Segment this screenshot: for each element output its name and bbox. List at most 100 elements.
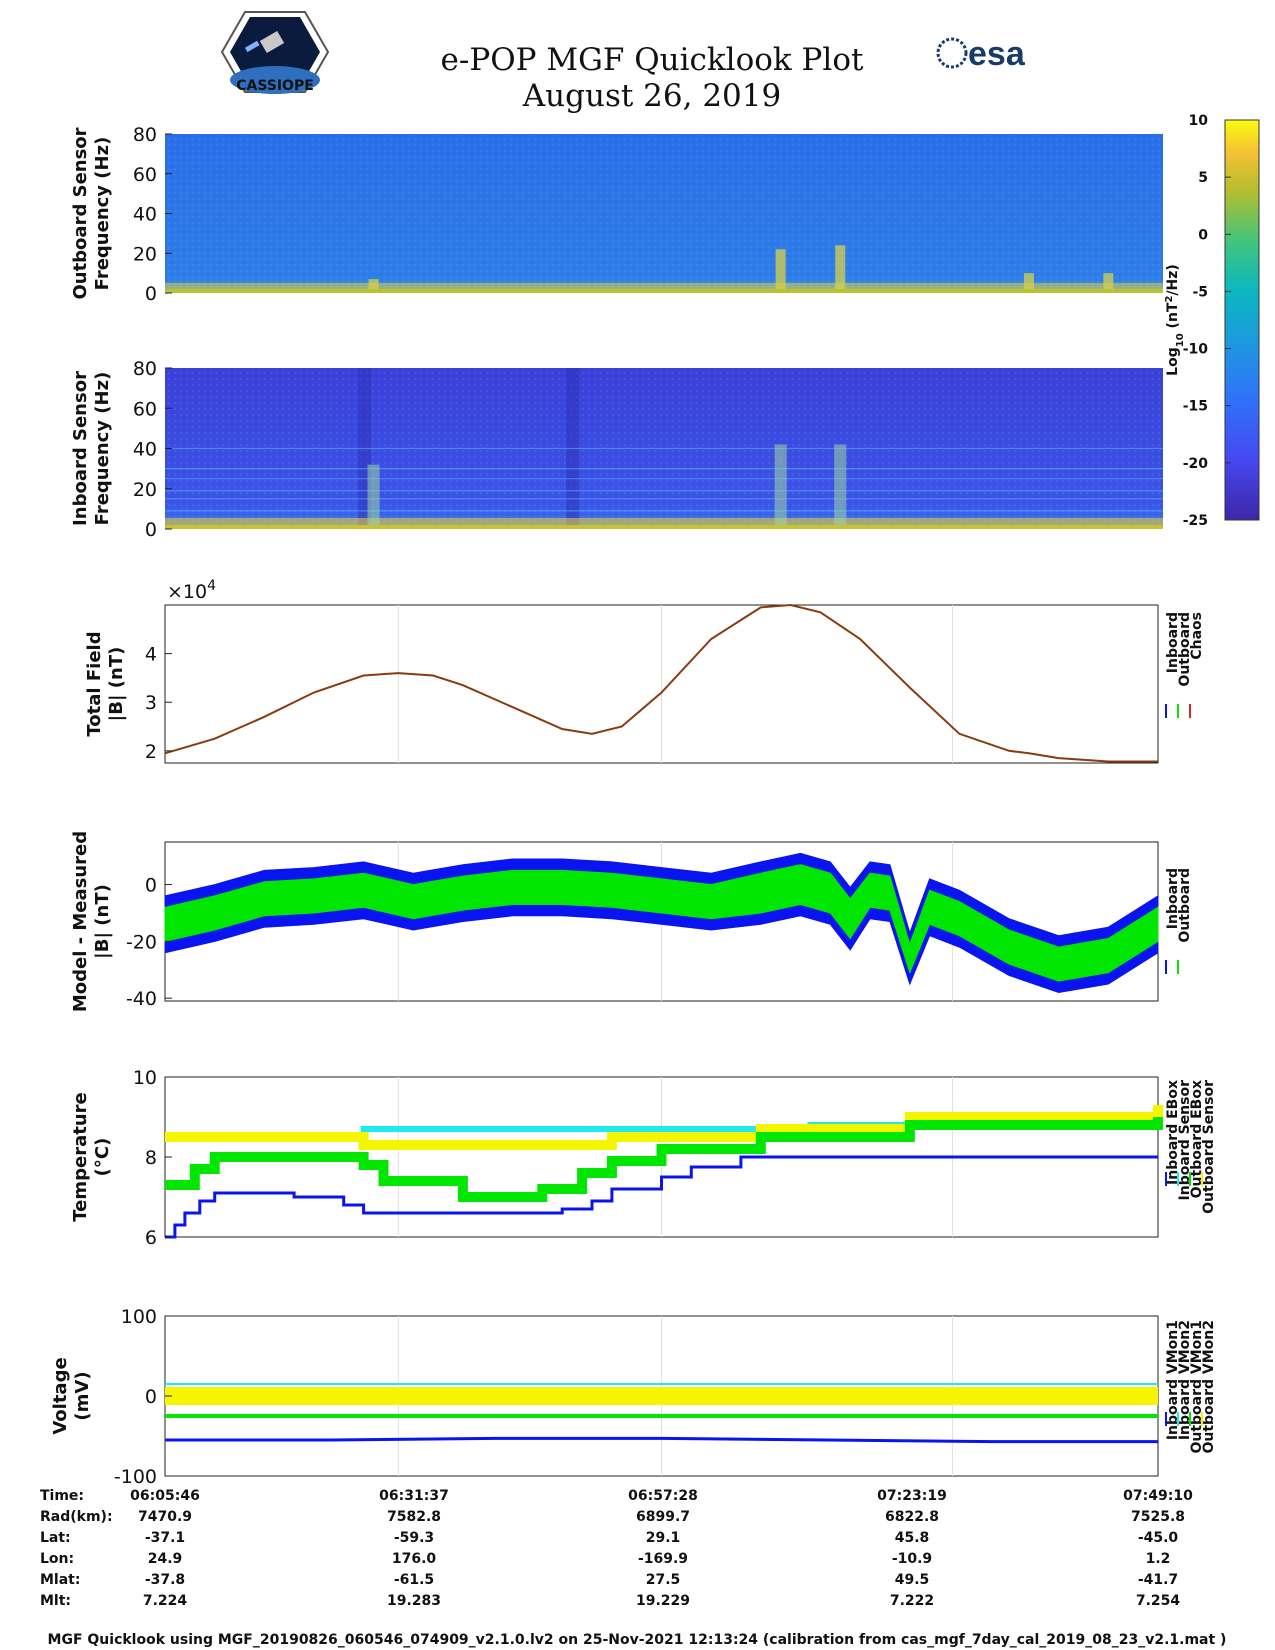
voltage-axis-label: (mV) — [72, 1371, 93, 1420]
colorbar-tick-label: -20 — [1183, 456, 1209, 472]
spectral-burst — [367, 464, 380, 525]
cassiope-logo-text: CASSIOPE — [236, 78, 314, 94]
voltage-panel: 100 0 -100 Voltage (mV) Inboard VMon1Inboar… — [50, 1306, 1217, 1488]
ephemeris-cell: -169.9 — [638, 1551, 688, 1567]
colorbar-tick-label: 5 — [1198, 170, 1208, 186]
spectral-burst — [835, 245, 846, 289]
total-field-legend-label: Inboard — [1165, 612, 1181, 673]
ephemeris-cell: -61.5 — [394, 1572, 434, 1588]
model-minus-measured-axis-label: Model - Measured — [70, 831, 91, 1012]
footer-note: MGF Quicklook using MGF_20190826_060546_… — [48, 1632, 1227, 1648]
ephemeris-row-label: Rad(km): — [40, 1509, 113, 1525]
ephemeris-row-label: Lat: — [40, 1530, 71, 1546]
ephemeris-cell: 29.1 — [646, 1530, 681, 1546]
ephemeris-cell: 1.2 — [1146, 1551, 1171, 1567]
esa-logo-text: esa — [968, 35, 1026, 73]
ephemeris-cell: 27.5 — [646, 1572, 681, 1588]
colorbar-tick-label: 0 — [1198, 227, 1208, 243]
temperature-legend-label: Outboard Sensor — [1201, 1080, 1217, 1214]
voltage-legend-label: Inboard VMon1 — [1165, 1320, 1181, 1440]
page-title: e-POP MGF Quicklook Plot — [441, 42, 864, 78]
ephemeris-cell: 24.9 — [148, 1551, 183, 1567]
outboard-spectrogram-tick-label: 40 — [133, 204, 157, 226]
total-field-legend-label: Outboard — [1177, 612, 1193, 687]
inboard-spectrogram-tick-label: 40 — [133, 439, 157, 461]
ephemeris-cell: -37.1 — [145, 1530, 185, 1546]
ephemeris-table: Time: 06:05:46 06:31:37 06:57:28 07:23:19 07:… — [40, 1488, 1193, 1609]
model-minus-measured-tick-label: -20 — [126, 931, 157, 953]
outboard-spectrogram-tick-label: 20 — [133, 243, 157, 265]
spectral-burst — [775, 249, 786, 289]
colorbar-tick-label: -25 — [1183, 513, 1208, 529]
ephemeris-cell: 06:57:28 — [628, 1488, 698, 1504]
voltage-tick-label: 100 — [121, 1306, 157, 1328]
ephemeris-cell: 07:49:10 — [1123, 1488, 1193, 1504]
inboard-spectrogram-panel: 80 60 40 20 0 Inboard Sensor Frequency (Hz) — [70, 358, 1163, 541]
colorbar-tick-label: -10 — [1183, 342, 1209, 358]
ephemeris-row-label: Mlt: — [40, 1593, 71, 1609]
ephemeris-cell: 7.224 — [143, 1593, 188, 1609]
outboard-spectrogram-panel: 80 60 40 20 0 Outboard Sensor Frequency (Hz) — [70, 124, 1163, 305]
voltage-legend-label: Inboard VMon2 — [1177, 1320, 1193, 1440]
page-subtitle: August 26, 2019 — [522, 78, 781, 114]
ephemeris-cell: 6899.7 — [636, 1509, 690, 1525]
ephemeris-row-label: Lon: — [40, 1551, 74, 1567]
total-field-tick-label: 4 — [145, 644, 157, 666]
ephemeris-cell: -10.9 — [892, 1551, 932, 1567]
ephemeris-cell: 06:31:37 — [379, 1488, 449, 1504]
temperature-series — [165, 1117, 1163, 1202]
outboard-spectrogram-axis-label: Outboard Sensor — [70, 127, 91, 299]
total-field-tick-label: 3 — [145, 692, 157, 714]
inboard-spectrogram-tick-label: 60 — [133, 398, 157, 420]
spectral-burst — [774, 444, 787, 525]
temperature-legend-label: Inboard EBox — [1165, 1080, 1181, 1185]
inboard-spectrogram-axis-label: Inboard Sensor — [70, 371, 91, 526]
colorbar-tick-label: 10 — [1189, 113, 1209, 129]
ephemeris-cell: 19.283 — [387, 1593, 441, 1609]
outboard-spectrogram-tick-label: 60 — [133, 164, 157, 186]
colorbar-tick-label: -15 — [1183, 399, 1208, 415]
temperature-legend-label: Outboard EBox — [1189, 1080, 1205, 1198]
outboard-spectrogram-axis-label: Frequency (Hz) — [92, 137, 113, 291]
inboard-spectrogram-tick-label: 20 — [133, 479, 157, 501]
ephemeris-cell: -41.7 — [1138, 1572, 1178, 1588]
ephemeris-cell: -45.0 — [1138, 1530, 1179, 1546]
model-minus-measured-axis-label: |B| (nT) — [92, 884, 113, 959]
total-field-line — [164, 603, 1158, 763]
temperature-tick-label: 6 — [145, 1227, 157, 1249]
ephemeris-cell: 6822.8 — [885, 1509, 939, 1525]
model-minus-measured-panel: 0 -20 -40 Model - Measured |B| (nT) Inboard… — [70, 831, 1193, 1012]
colorbar: 10 5 0 -5 -10 -15 -20 -25 Log10 (nT2/Hz) — [1164, 113, 1260, 529]
spectral-burst — [368, 279, 379, 289]
voltage-legend-label: Outboard VMon2 — [1201, 1320, 1217, 1454]
spectral-burst — [1103, 273, 1114, 289]
ephemeris-cell: -59.3 — [394, 1530, 434, 1546]
ephemeris-cell: 7.222 — [890, 1593, 934, 1609]
temperature-series — [165, 1105, 1163, 1150]
voltage-tick-label: -100 — [114, 1466, 157, 1488]
ephemeris-cell: 45.8 — [895, 1530, 930, 1546]
model-minus-measured-tick-label: -40 — [126, 988, 157, 1010]
temperature-legend-label: Inboard Sensor — [1177, 1080, 1193, 1201]
ephemeris-cell: 19.229 — [636, 1593, 690, 1609]
ephemeris-cell: 7525.8 — [1131, 1509, 1185, 1525]
total-field-tick-label: 2 — [145, 741, 157, 763]
cassiope-logo: CASSIOPE — [220, 11, 330, 94]
model-minus-measured-legend-label: Outboard — [1177, 868, 1193, 943]
temperature-axis-label: (°C) — [92, 1138, 113, 1177]
ephemeris-cell: 176.0 — [392, 1551, 437, 1567]
voltage-series — [165, 1436, 1158, 1444]
voltage-axis-label: Voltage — [50, 1357, 71, 1434]
total-field-panel: 4 3 2 Total Field |B| (nT) ×104 InboardOutb… — [84, 578, 1205, 764]
temperature-axis-label: Temperature — [70, 1092, 91, 1221]
outboard-residual-band — [164, 864, 1159, 982]
ephemeris-cell: 7.254 — [1136, 1593, 1181, 1609]
ephemeris-cell: 07:23:19 — [877, 1488, 947, 1504]
ephemeris-cell: 49.5 — [895, 1572, 930, 1588]
inboard-spectrogram-tick-label: 80 — [133, 358, 157, 380]
total-field-exponent: ×104 — [167, 578, 216, 603]
esa-logo: esa — [936, 35, 1026, 73]
ephemeris-row-label: Time: — [40, 1488, 84, 1504]
ephemeris-cell: 7582.8 — [387, 1509, 441, 1525]
